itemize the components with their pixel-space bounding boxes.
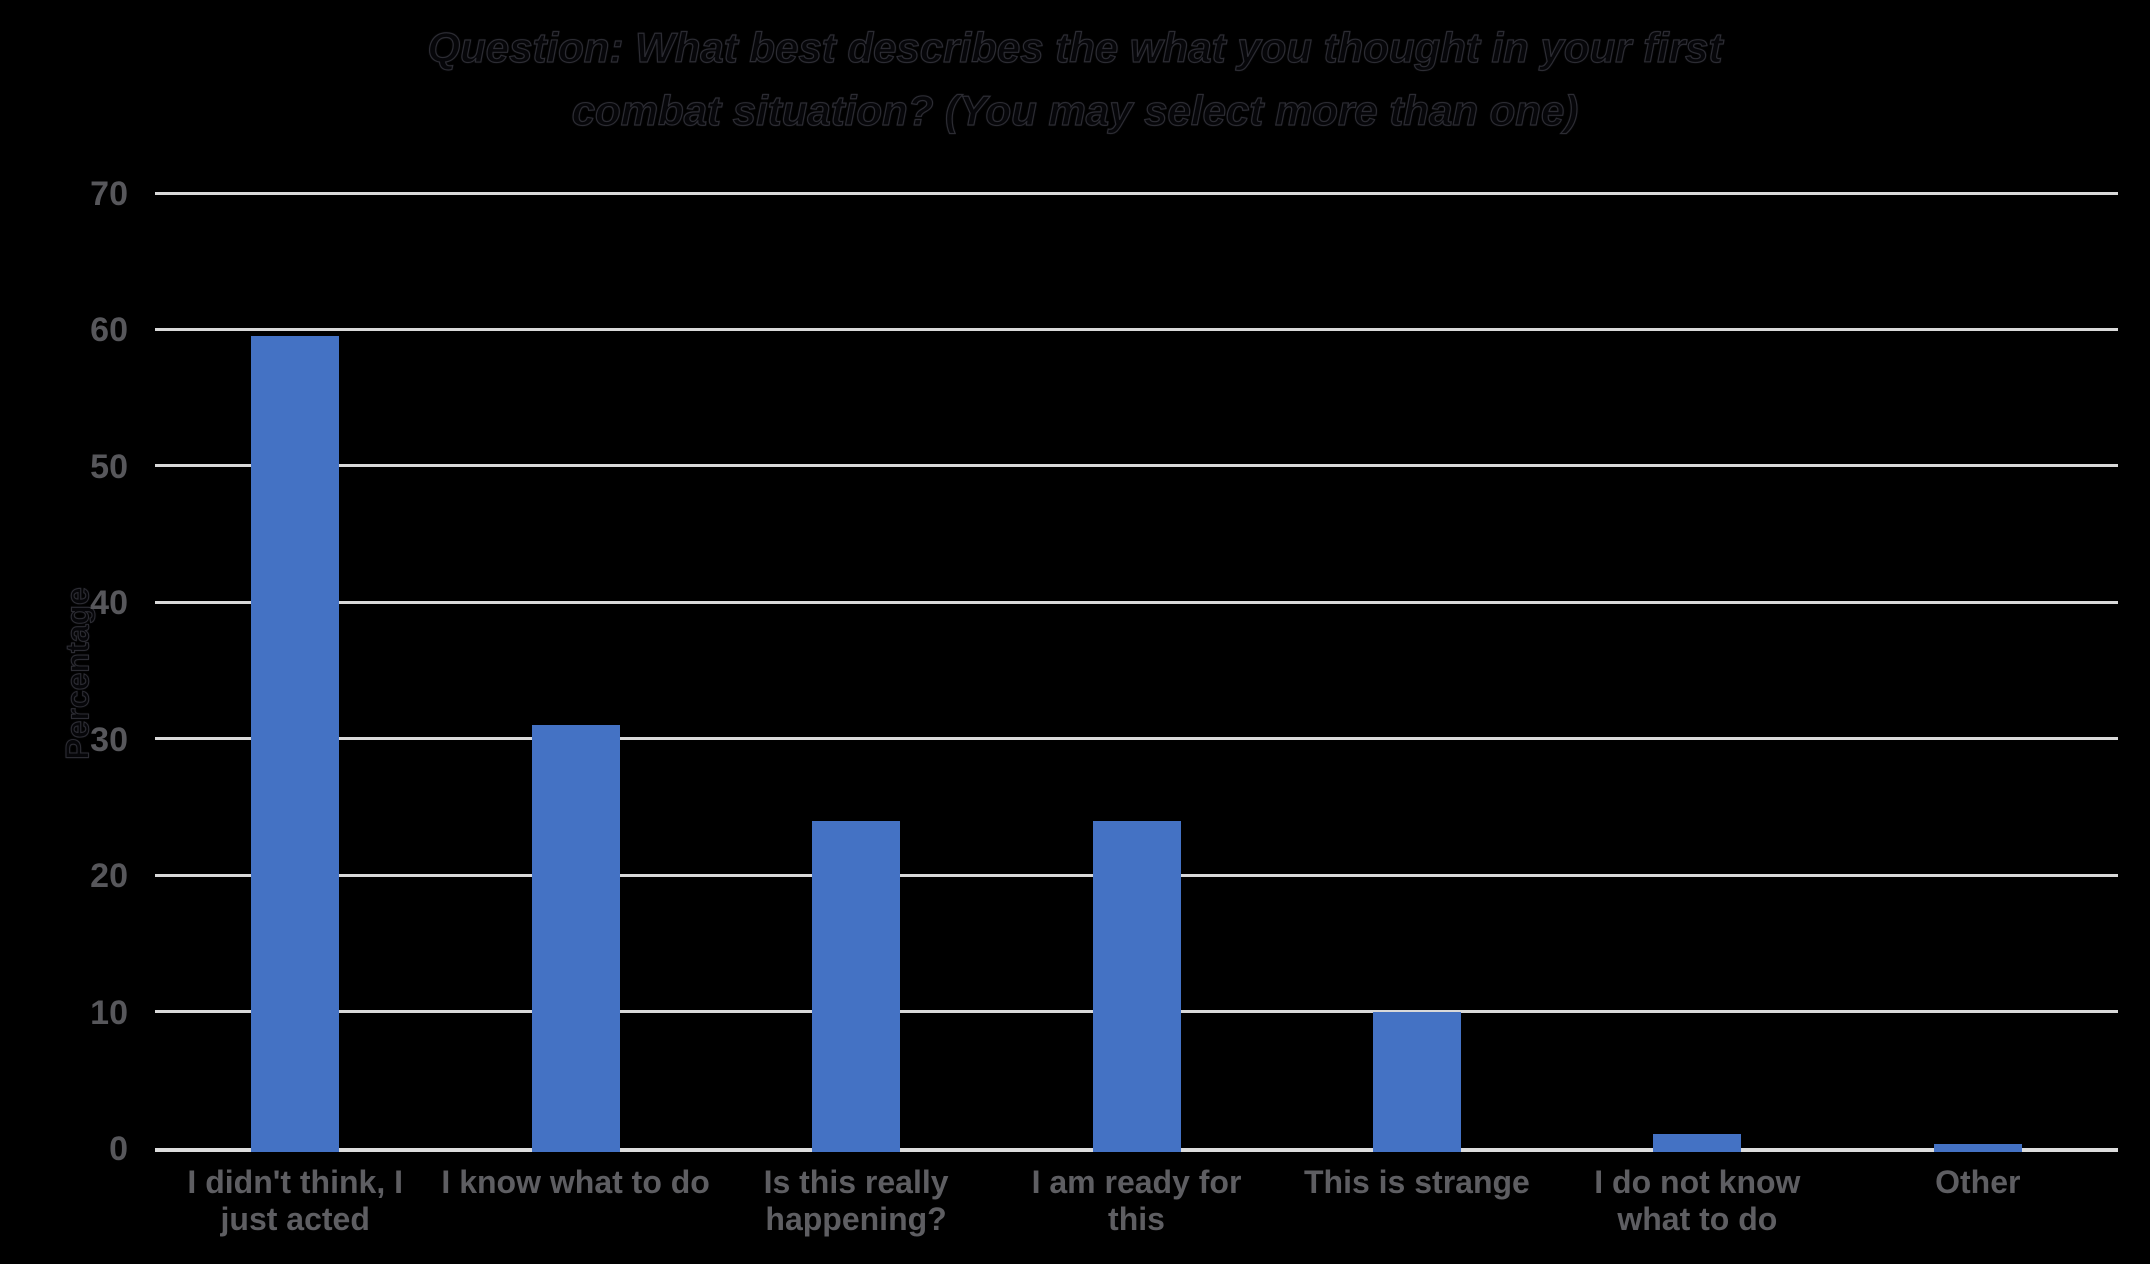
chart-title-line1: Question: What best describes the what y… [427,23,1723,71]
bar-5 [1372,1011,1461,1152]
x-tick-label-7: Other [1935,1164,2021,1200]
x-tick-label-4: I am ready for this [1031,1164,1242,1237]
y-tick-label-0: 0 [109,1130,128,1168]
x-tick-label-3: Is this really happening? [763,1164,949,1237]
x-tick-label-5: This is strange [1303,1164,1530,1200]
chart-title-line2: combat situation? (You may select more t… [571,86,1579,134]
chart-title: Question: What best describes the what y… [0,16,2150,142]
bar-3 [812,820,901,1152]
bar-1 [251,336,340,1152]
bar-7 [1933,1143,2022,1152]
bar-2 [531,725,620,1152]
plot-area [155,191,2118,1152]
x-tick-label-6: I do not know what to do [1594,1164,1801,1237]
gridline-70 [155,191,2118,195]
y-tick-label-40: 40 [90,584,128,623]
y-tick-label-20: 20 [90,857,128,896]
x-tick-label-1: I didn't think, I just acted [187,1164,403,1237]
y-tick-label-10: 10 [90,993,128,1032]
y-tick-label-70: 70 [90,175,128,213]
y-tick-label-50: 50 [90,447,128,486]
gridline-50 [155,464,2118,468]
gridline-30 [155,737,2118,741]
x-tick-label-2: I know what to do [441,1164,710,1200]
bar-6 [1653,1134,1742,1152]
y-tick-label-60: 60 [90,311,128,350]
gridline-60 [155,327,2118,331]
gridline-40 [155,600,2118,604]
y-tick-label-30: 30 [90,720,128,759]
bar-4 [1092,820,1181,1152]
